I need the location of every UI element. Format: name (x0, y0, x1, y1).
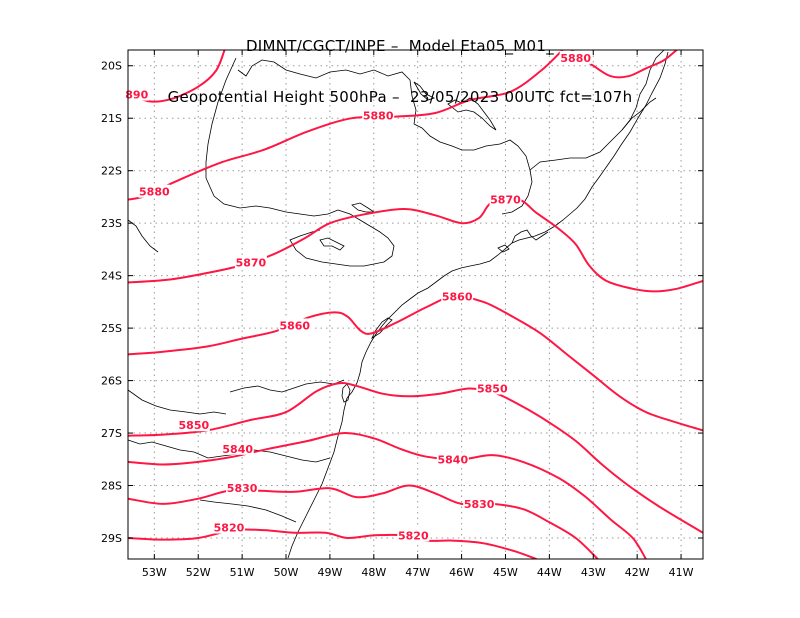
lon-tick-label: 41W (669, 566, 694, 579)
state-border-pr-ms (205, 177, 339, 217)
contour-label: 5820 (398, 529, 429, 542)
border-argentina (127, 389, 227, 415)
guanabara-bay-outline (511, 229, 549, 244)
contour-label-background (212, 520, 245, 534)
lon-tick-label: 50W (274, 566, 299, 579)
contour-line-5840 (128, 432, 647, 559)
lat-tick-label: 29S (101, 532, 122, 545)
state-border-pr-sc (229, 379, 345, 393)
contour-label-background (278, 318, 311, 332)
title-line-1: DIMNT/CGCT/INPE – Model Eta05_M01_ (245, 37, 555, 55)
contour-label-background (124, 87, 150, 101)
contour-label: 890 (125, 89, 148, 102)
state-border-sp-mg (413, 123, 533, 215)
contour-label: 5870 (236, 257, 267, 270)
coastline-south (287, 397, 348, 559)
contour-label-background (463, 496, 496, 510)
contour-label-background (489, 192, 522, 206)
contour-label: 5860 (279, 319, 310, 332)
reservoir-outline-3 (319, 237, 345, 251)
border-uruguay (199, 499, 297, 523)
lon-tick-label: 42W (625, 566, 650, 579)
reservoir-outline-2 (413, 81, 436, 101)
state-border-ms-mg (237, 59, 417, 125)
contour-label: 5880 (560, 52, 591, 65)
paranagua-bay-outline (371, 317, 393, 340)
contour-line-5880 (128, 50, 564, 201)
lat-tick-label: 22S (101, 165, 122, 178)
contour-label: 5830 (464, 498, 495, 511)
contour-line-5820 (128, 528, 538, 559)
contour-label: 5840 (437, 453, 468, 466)
lon-tick-label: 46W (449, 566, 474, 579)
lat-tick-label: 21S (101, 112, 122, 125)
title-line-2: Geopotential Height 500hPa – 23/05/2023 … (167, 88, 633, 106)
contour-label-background (226, 481, 259, 495)
contour-label-background (362, 108, 395, 122)
contour-label-background (221, 441, 254, 455)
contour-line-5890 (128, 50, 226, 103)
contour-line-5830 (128, 484, 599, 559)
lon-tick-label: 48W (361, 566, 386, 579)
lat-lon-grid (128, 50, 703, 559)
contour-label-background (138, 184, 171, 198)
lon-tick-label: 49W (317, 566, 342, 579)
contour-line-5850 (128, 381, 703, 534)
contour-label-background (436, 452, 469, 466)
contour-label: 5830 (227, 482, 258, 495)
reservoir-outline-4 (351, 202, 376, 213)
lon-tick-label: 43W (581, 566, 606, 579)
contour-line-5880 (570, 50, 678, 79)
lat-tick-label: 23S (101, 217, 122, 230)
lon-tick-label: 51W (230, 566, 255, 579)
coastline-and-borders (127, 49, 669, 559)
lat-tick-label: 25S (101, 322, 122, 335)
contour-label: 5820 (214, 522, 245, 535)
contour-label-background (397, 528, 430, 542)
border-paraguay (127, 219, 159, 253)
contour-label: 5880 (363, 110, 394, 123)
lat-tick-label: 26S (101, 375, 122, 388)
contour-label: 5860 (442, 291, 473, 304)
state-border-pr-sp (289, 209, 395, 267)
lon-tick-label: 52W (186, 566, 211, 579)
contour-label: 5840 (222, 443, 253, 456)
lat-tick-label: 27S (101, 427, 122, 440)
contour-label-background (177, 418, 210, 432)
contour-labels: 890 5880 5880 5880 5870 5870 5860 5860 5850 5850 5… (124, 50, 592, 542)
lon-tick-label: 53W (142, 566, 167, 579)
lon-tick-label: 45W (493, 566, 518, 579)
state-border-rj-es (621, 97, 657, 131)
lat-tick-label: 24S (101, 270, 122, 283)
contour-label: 5870 (490, 194, 521, 207)
contour-label-background (234, 255, 267, 269)
contour-label-background (476, 381, 509, 395)
island-outline (497, 244, 510, 253)
contour-label: 5850 (179, 419, 210, 432)
contour-label: 5850 (477, 382, 508, 395)
lon-tick-label: 44W (537, 566, 562, 579)
lat-tick-label: 28S (101, 480, 122, 493)
state-border-ms-sp (205, 57, 237, 178)
axis-tick-labels: 53W 52W 51W 50W 49W 48W 47W 46W 45W 44W 43W 42W 41W 2… (101, 50, 703, 579)
map-frame (127, 49, 704, 560)
lon-tick-label: 47W (405, 566, 430, 579)
geopotential-contours (128, 50, 703, 559)
contour-line-5870 (128, 197, 703, 293)
contour-label: 5880 (139, 186, 170, 199)
state-border-sc-rs (127, 439, 331, 463)
lat-tick-label: 20S (101, 60, 122, 73)
contour-label-background (559, 50, 592, 64)
figure-title: DIMNT/CGCT/INPE – Model Eta05_M01_ Geopo… (0, 4, 800, 123)
contour-line-5860 (128, 295, 703, 432)
florianopolis-island-outline (341, 383, 351, 403)
contour-label-background (441, 289, 474, 303)
